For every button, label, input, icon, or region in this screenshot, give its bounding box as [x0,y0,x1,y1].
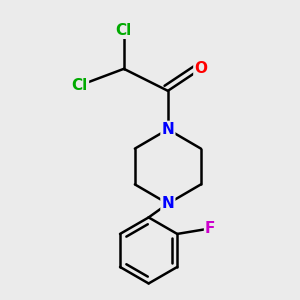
Text: N: N [161,122,174,137]
Text: Cl: Cl [116,23,132,38]
Text: Cl: Cl [72,78,88,93]
Text: O: O [194,61,207,76]
Text: F: F [205,221,215,236]
Text: N: N [161,196,174,211]
